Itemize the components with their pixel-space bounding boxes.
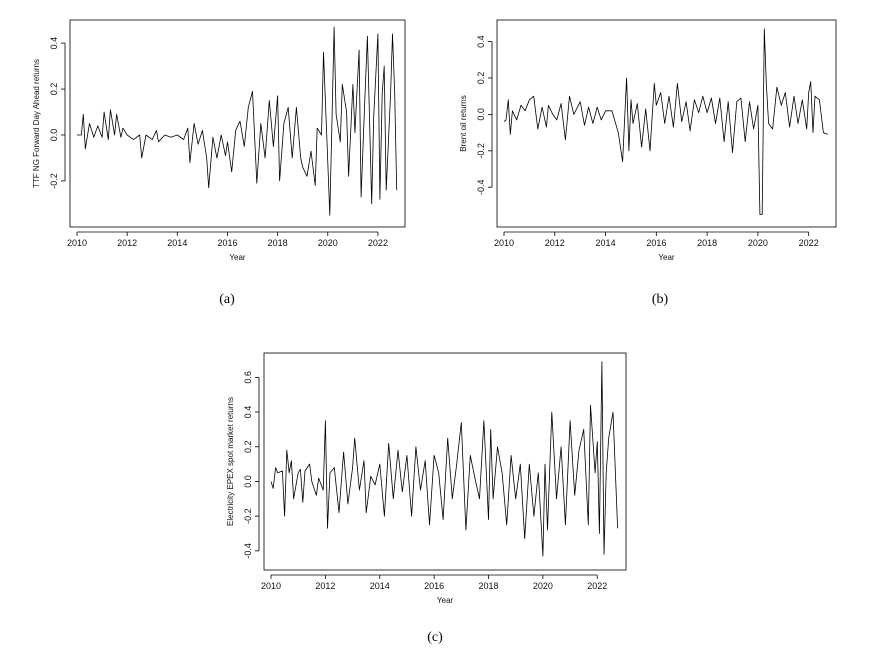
x-tick-label: 2010	[494, 238, 514, 248]
plot-frame	[69, 19, 406, 228]
chart-panel-a: 2010 2012 2014 2016 2018 2020 2022 Year -0.2 0.0 0…	[32, 19, 406, 262]
x-tick-label: 2012	[545, 238, 565, 248]
x-tick-label: 2014	[596, 238, 616, 248]
y-tick-label: 0.0	[49, 129, 59, 142]
plot-frame	[263, 352, 627, 571]
x-tick-label: 2016	[646, 238, 666, 248]
y-tick-label: 0.2	[243, 440, 253, 453]
x-axis-label: Year	[229, 253, 246, 262]
x-tick-label: 2020	[533, 581, 553, 591]
x-tick-label: 2018	[268, 238, 288, 248]
y-tick-label: -0.2	[49, 173, 59, 189]
x-tick-label: 2018	[697, 238, 717, 248]
x-tick-label: 2020	[318, 238, 338, 248]
y-tick-label: -0.2	[476, 143, 486, 159]
x-tick-label: 2010	[261, 581, 281, 591]
y-tick-label: 0.4	[243, 406, 253, 419]
x-tick-label: 2014	[370, 581, 390, 591]
x-tick-label: 2016	[424, 581, 444, 591]
x-tick-label: 2022	[587, 581, 607, 591]
caption-a: (a)	[219, 292, 235, 307]
plot-frame	[496, 19, 837, 228]
y-tick-label: 0.0	[476, 108, 486, 121]
caption-c: (c)	[427, 630, 443, 645]
y-tick-label: 0.4	[476, 35, 486, 48]
y-tick-label: 0.4	[49, 37, 59, 50]
y-tick-label: -0.4	[476, 179, 486, 195]
x-tick-label: 2010	[67, 238, 87, 248]
caption-b: (b)	[652, 292, 669, 307]
x-axis-label: Year	[658, 253, 675, 262]
x-tick-label: 2022	[799, 238, 819, 248]
x-tick-label: 2016	[217, 238, 237, 248]
x-tick-label: 2012	[315, 581, 335, 591]
y-tick-label: 0.2	[476, 72, 486, 85]
series-line-b	[503, 28, 828, 215]
y-tick-label: 0.2	[49, 83, 59, 96]
y-tick-label: -0.4	[243, 543, 253, 559]
x-axis-label: Year	[437, 596, 454, 605]
chart-panel-b: 2010 2012 2014 2016 2018 2020 2022 Year -0.4 -0.2…	[459, 19, 837, 262]
y-tick-label: 0.6	[243, 371, 253, 384]
y-tick-label: 0.0	[243, 475, 253, 488]
x-tick-label: 2014	[167, 238, 187, 248]
y-axis-label: Electricity EPEX spot market returns	[226, 397, 235, 526]
chart-panel-c: 2010 2012 2014 2016 2018 2020 2022 Year -0.4 -0.2…	[226, 352, 627, 605]
x-tick-label: 2022	[368, 238, 388, 248]
y-axis-label: TTF NG Forward Day Ahead returns	[32, 59, 41, 188]
x-tick-label: 2018	[478, 581, 498, 591]
series-line-a	[77, 26, 398, 216]
x-tick-label: 2020	[748, 238, 768, 248]
y-tick-label: -0.2	[243, 508, 253, 524]
y-axis-label: Brent oil returns	[459, 95, 468, 151]
x-tick-label: 2012	[117, 238, 137, 248]
series-line-c	[270, 361, 618, 557]
